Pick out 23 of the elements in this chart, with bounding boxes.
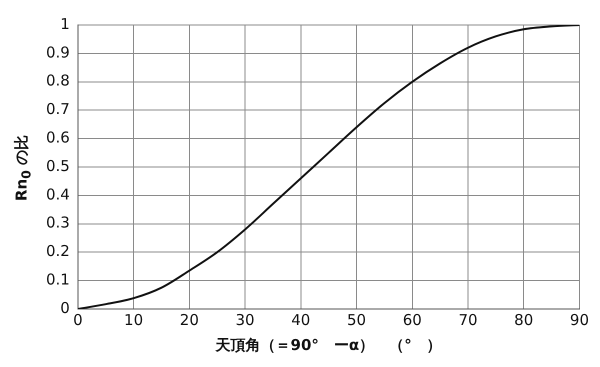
y-tick-label: 0.9 xyxy=(46,43,70,62)
x-tick-label: 20 xyxy=(180,310,199,329)
x-tick-label: 30 xyxy=(236,310,255,329)
x-tick-label: 60 xyxy=(402,310,422,329)
x-tick-label: 70 xyxy=(458,310,478,329)
y-tick-label: 1 xyxy=(60,14,70,33)
y-tick-label: 0.7 xyxy=(46,100,70,118)
y-tick-label: 0.5 xyxy=(46,156,70,175)
x-tick-label: 10 xyxy=(124,310,144,329)
x-axis-title: 天頂角（＝90° ーα） （° ） xyxy=(214,336,442,354)
y-tick-label: 0.1 xyxy=(46,270,70,288)
x-tick-label: 0 xyxy=(73,310,83,329)
x-tick-label: 90 xyxy=(570,310,590,329)
y-tick-label: 0.4 xyxy=(46,185,70,204)
x-tick-label: 50 xyxy=(346,310,366,329)
y-tick-label: 0.8 xyxy=(46,72,70,90)
line-series xyxy=(78,25,580,309)
y-tick-label: 0.3 xyxy=(46,214,70,232)
y-tick-label: 0 xyxy=(60,298,70,317)
y-tick-label: 0.2 xyxy=(46,242,70,260)
x-tick-label: 80 xyxy=(514,310,534,329)
y-tick-label: 0.6 xyxy=(46,128,70,146)
x-tick-label: 40 xyxy=(291,310,310,329)
